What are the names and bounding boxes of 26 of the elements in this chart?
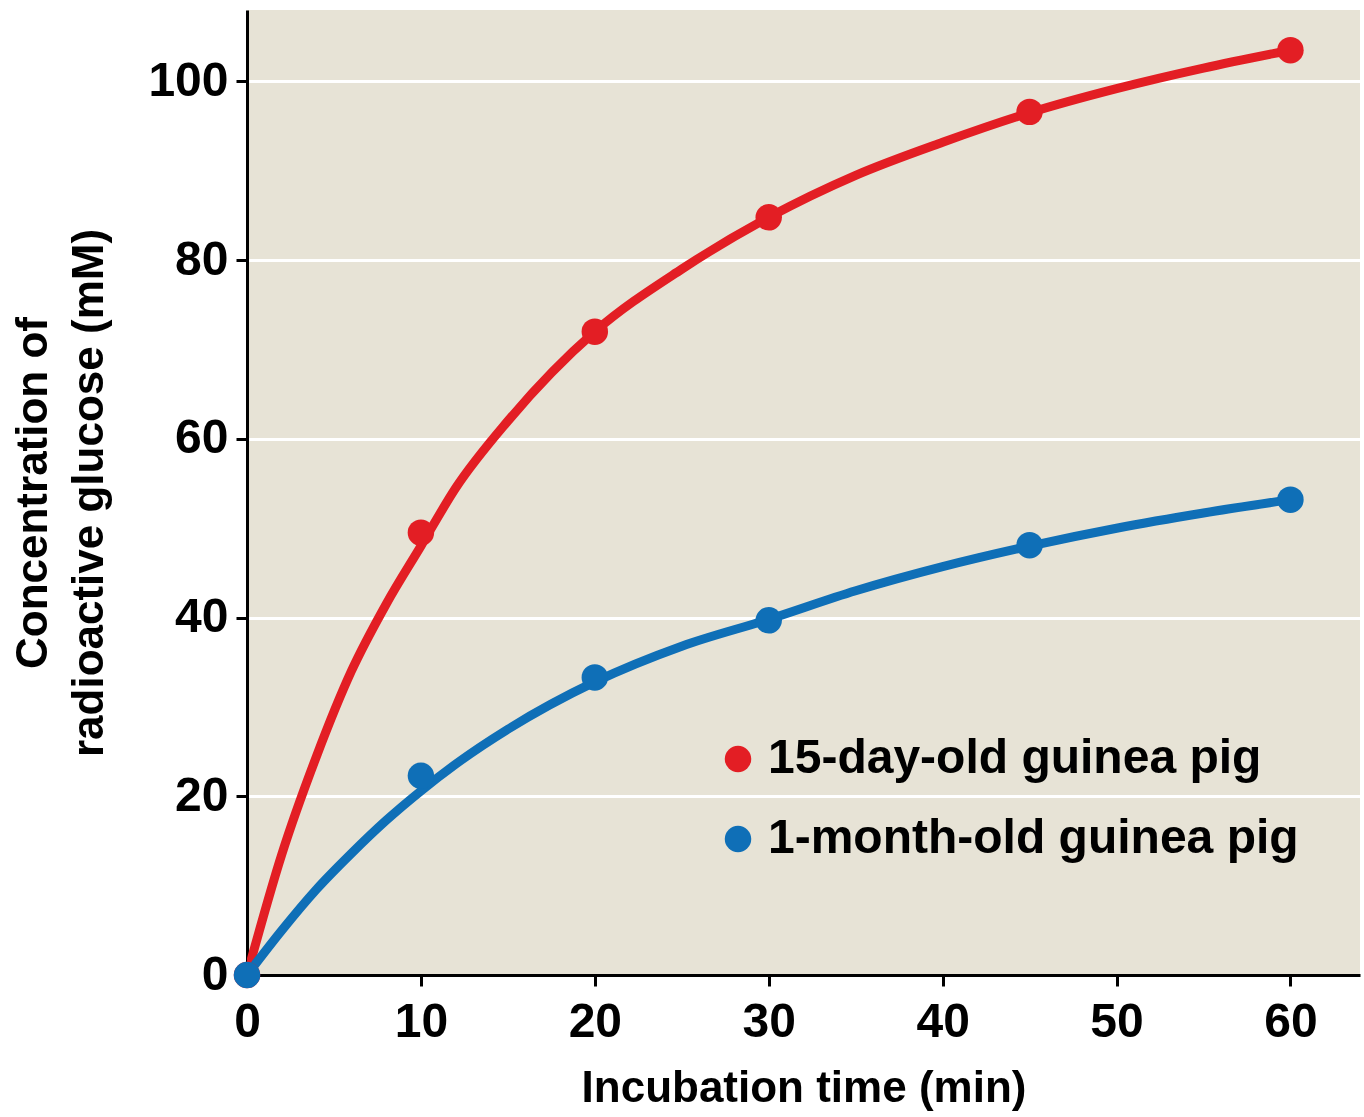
point — [581, 664, 609, 691]
point — [407, 519, 435, 546]
x-tick-label: 50 — [1090, 993, 1144, 1047]
x-tick-label: 10 — [394, 993, 449, 1047]
point — [755, 607, 782, 634]
x-tick-label: 40 — [916, 993, 970, 1047]
legend-label: 1-month-old guinea pig — [768, 810, 1299, 863]
y-tick-label: 20 — [175, 767, 229, 821]
point — [1016, 532, 1043, 559]
point — [1277, 486, 1304, 513]
legend-label: 15-day-old guinea pig — [768, 730, 1262, 783]
y-tick-label: 100 — [148, 52, 229, 106]
y-axis-title: Concentration of radioactive glucose (mM) — [7, 228, 113, 758]
point — [407, 762, 435, 789]
y-tick-label: 0 — [201, 946, 229, 1000]
point — [1016, 98, 1043, 126]
y-tick-label: 40 — [175, 589, 229, 643]
x-tick-label: 60 — [1264, 993, 1318, 1047]
y-tick-label: 80 — [175, 231, 229, 285]
point — [1277, 37, 1304, 64]
point — [581, 318, 609, 345]
y-tick-label: 60 — [175, 410, 229, 464]
x-tick-label: 30 — [742, 993, 796, 1047]
point — [755, 204, 782, 231]
x-tick-label: 20 — [568, 993, 623, 1047]
x-axis-title: Incubation time (min) — [581, 1061, 1027, 1111]
